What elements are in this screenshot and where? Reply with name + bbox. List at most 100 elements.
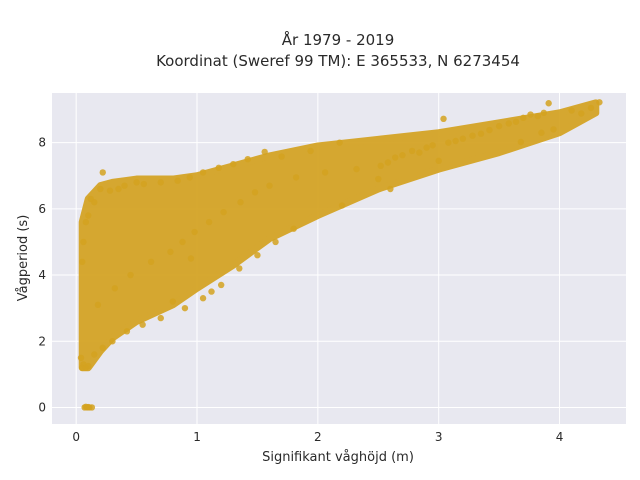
y-tick-label: 8 — [38, 136, 46, 150]
data-point — [79, 258, 86, 266]
data-point — [477, 130, 485, 137]
data-point — [336, 139, 343, 146]
x-tick-label: 4 — [556, 430, 564, 444]
y-tick-label: 0 — [38, 400, 46, 414]
data-point — [181, 304, 189, 312]
x-tick-label: 0 — [72, 430, 80, 444]
data-point — [167, 248, 174, 256]
data-point — [85, 403, 92, 411]
data-point — [338, 202, 346, 209]
data-point — [278, 153, 285, 160]
data-point — [123, 328, 131, 335]
data-point — [445, 139, 452, 146]
x-axis-title: Signifikant våghöjd (m) — [262, 450, 414, 465]
data-point — [174, 177, 181, 184]
data-point — [199, 295, 207, 302]
data-point — [85, 362, 92, 370]
data-point — [440, 115, 447, 123]
data-point — [423, 144, 430, 151]
data-point — [91, 351, 98, 358]
data-point — [596, 99, 603, 106]
data-point — [217, 281, 225, 289]
data-point — [244, 156, 251, 163]
data-point — [307, 147, 314, 155]
dense-point-region — [78, 99, 600, 372]
y-axis-title: Vågperiod (s) — [16, 215, 31, 302]
data-point — [578, 110, 585, 117]
data-point — [97, 185, 104, 193]
data-point — [512, 118, 520, 125]
data-point — [80, 238, 87, 246]
data-point — [399, 152, 406, 159]
y-tick-labels: 0 2 4 6 8 — [38, 136, 46, 415]
data-point — [139, 321, 146, 328]
data-point — [82, 218, 90, 226]
data-point — [199, 169, 207, 176]
data-point — [550, 126, 557, 133]
data-point — [321, 169, 329, 176]
data-point — [191, 228, 198, 236]
data-point — [545, 100, 552, 107]
data-point-cloud — [78, 99, 600, 372]
data-point — [495, 122, 503, 130]
data-point — [77, 354, 85, 361]
data-point — [251, 189, 259, 196]
data-point — [220, 208, 227, 216]
x-tick-label: 2 — [314, 430, 322, 444]
data-point — [99, 344, 106, 352]
data-point — [517, 138, 525, 146]
data-point — [538, 129, 545, 136]
x-tick-label: 1 — [193, 430, 201, 444]
data-point — [408, 147, 416, 155]
data-point — [157, 179, 164, 186]
data-point — [87, 195, 94, 203]
x-tick-labels: 0 1 2 3 4 — [72, 430, 563, 444]
data-point — [375, 175, 382, 183]
data-points — [77, 99, 603, 411]
data-point — [99, 169, 106, 176]
data-point — [121, 182, 128, 189]
data-point — [429, 142, 436, 149]
data-point — [140, 180, 148, 188]
data-point — [353, 165, 360, 173]
data-point — [290, 225, 297, 232]
data-point — [459, 135, 467, 142]
data-point — [292, 174, 300, 181]
data-point — [237, 199, 244, 206]
data-point — [452, 137, 459, 145]
data-point — [587, 104, 595, 112]
data-point — [94, 301, 102, 309]
data-point — [186, 174, 193, 181]
data-point — [568, 107, 575, 114]
data-point — [387, 185, 394, 193]
data-point — [377, 162, 384, 170]
data-point — [527, 111, 534, 118]
data-point — [505, 120, 512, 127]
data-point — [261, 148, 268, 156]
data-point — [111, 285, 119, 292]
data-point — [169, 298, 177, 305]
data-point — [187, 255, 195, 262]
data-point — [266, 182, 273, 189]
data-point — [534, 112, 541, 120]
data-point — [540, 109, 548, 117]
data-point — [208, 288, 215, 295]
data-point — [236, 265, 243, 272]
data-point — [179, 238, 186, 246]
y-tick-label: 4 — [38, 268, 46, 282]
data-point — [254, 251, 261, 259]
data-point — [486, 126, 493, 134]
data-point — [205, 218, 213, 226]
y-tick-label: 2 — [38, 334, 46, 348]
data-point — [133, 179, 140, 186]
data-point — [85, 212, 92, 219]
data-point — [469, 132, 476, 139]
y-tick-label: 6 — [38, 202, 46, 216]
data-point — [272, 238, 279, 246]
data-point — [391, 154, 399, 161]
data-point — [115, 185, 122, 193]
data-point — [157, 314, 164, 322]
data-point — [147, 258, 155, 266]
x-tick-label: 3 — [435, 430, 443, 444]
data-point — [106, 187, 114, 194]
